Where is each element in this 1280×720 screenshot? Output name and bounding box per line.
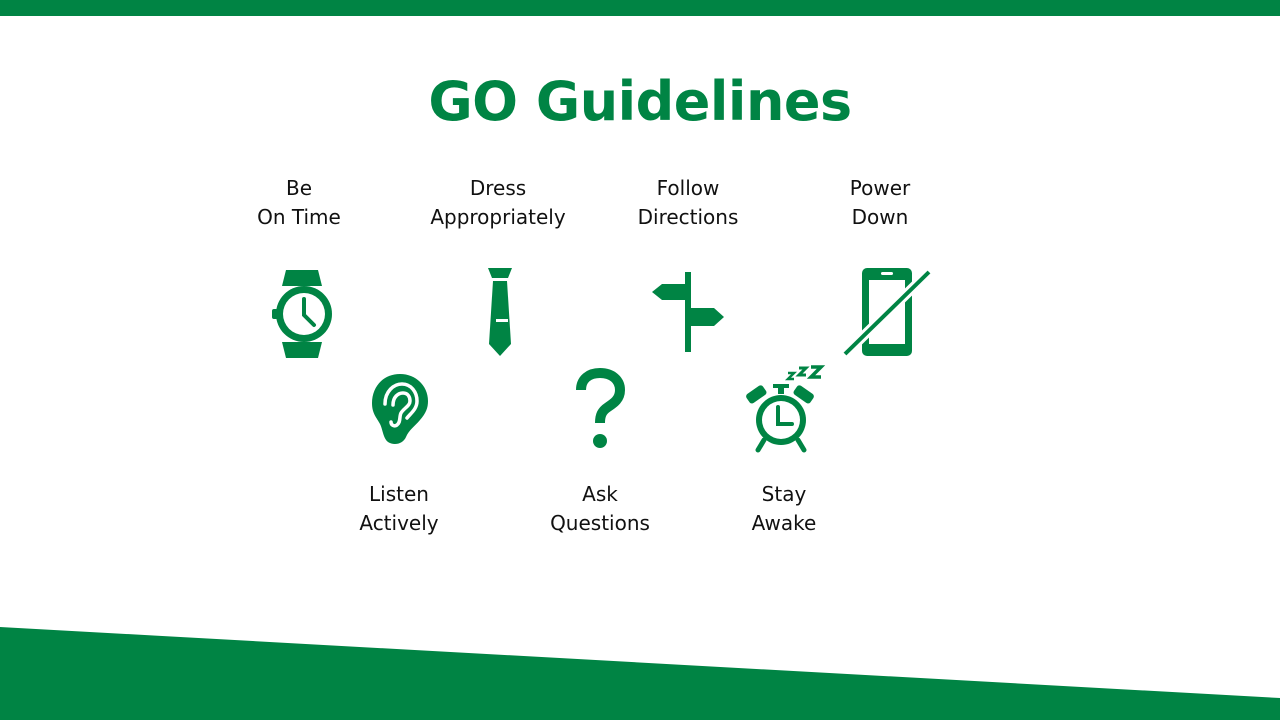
label-line: Ask xyxy=(582,482,618,506)
tie-icon xyxy=(488,268,512,356)
guideline-label-stay-awake: Stay Awake xyxy=(674,480,894,538)
label-line: Listen xyxy=(369,482,429,506)
label-line: Appropriately xyxy=(430,205,566,229)
guideline-label-ask-questions: Ask Questions xyxy=(490,480,710,538)
label-line: Down xyxy=(851,205,909,229)
phone-off-icon xyxy=(843,268,933,358)
guideline-label-dress-appropriately: Dress Appropriately xyxy=(388,174,608,232)
ear-icon xyxy=(372,374,428,445)
guideline-label-follow-directions: Follow Directions xyxy=(578,174,798,232)
guideline-label-listen-actively: Listen Actively xyxy=(289,480,509,538)
top-accent-bar xyxy=(0,0,1280,16)
signpost-icon xyxy=(652,272,724,352)
guideline-label-power-down: Power Down xyxy=(770,174,990,232)
label-line: On Time xyxy=(257,205,341,229)
label-line: Questions xyxy=(550,511,650,535)
guideline-label-be-on-time: Be On Time xyxy=(189,174,409,232)
alarm-clock-icon xyxy=(746,365,826,453)
label-line: Follow xyxy=(656,176,720,200)
label-line: Actively xyxy=(359,511,439,535)
label-line: Power xyxy=(849,176,911,200)
label-line: Awake xyxy=(751,511,817,535)
watch-icon xyxy=(272,270,332,358)
bottom-accent-wedge xyxy=(0,627,1280,720)
question-mark-icon xyxy=(576,367,626,448)
label-line: Stay xyxy=(761,482,807,506)
label-line: Be xyxy=(285,176,313,200)
label-line: Dress xyxy=(469,176,527,200)
page-title: GO Guidelines xyxy=(428,70,852,133)
label-line: Directions xyxy=(637,205,739,229)
